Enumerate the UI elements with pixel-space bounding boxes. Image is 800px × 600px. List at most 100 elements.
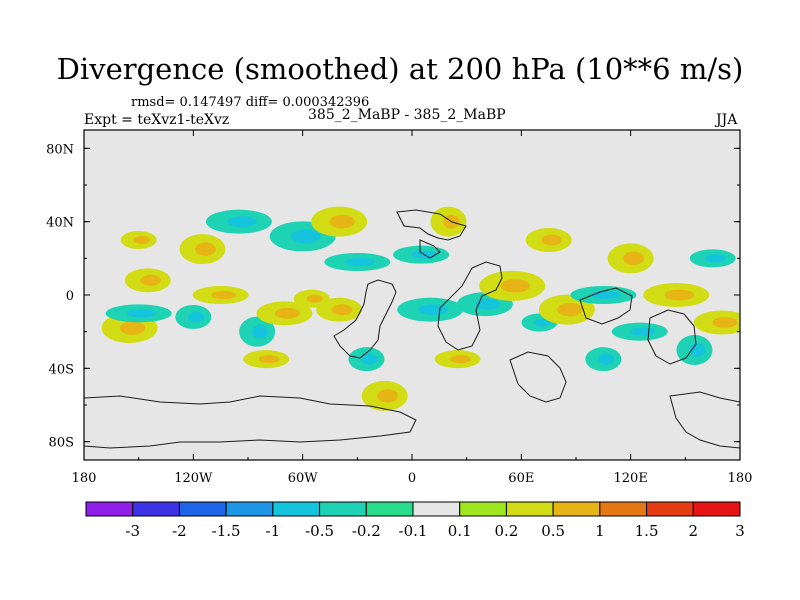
colorbar-label: -0.2 <box>352 522 381 540</box>
field-region-core <box>274 307 301 319</box>
colorbar-swatch <box>552 501 601 517</box>
field-region-core <box>557 302 583 317</box>
colorbar-swatch <box>132 501 180 517</box>
field-region <box>120 231 157 249</box>
field-region-core <box>598 353 615 365</box>
field-region-core <box>541 234 563 246</box>
stats-text: rmsd= 0.147497 diff= 0.000342396 <box>131 95 370 110</box>
coastline-antarctica-west <box>84 395 417 449</box>
colorbar-label: -1 <box>266 522 281 540</box>
field-region-core <box>140 274 162 286</box>
y-tick-label: 40N <box>46 216 74 231</box>
x-tick-label: 180 <box>72 471 97 486</box>
coastline-layer <box>84 209 740 449</box>
field-region <box>397 297 464 322</box>
field-region-core <box>591 290 622 300</box>
colorbar-swatch <box>412 501 461 517</box>
field-region <box>479 270 546 301</box>
x-tick-label: 60W <box>288 471 319 486</box>
axes-layer: 180 120W 60W 0 60E 120E 180 80N 40N 0 40S 80S <box>46 130 752 486</box>
coastline-indonesia <box>579 287 633 325</box>
coastline-south-america <box>333 279 397 359</box>
colorbar-label: 3 <box>735 522 745 540</box>
field-region <box>239 316 276 347</box>
field-region-core <box>664 289 695 301</box>
colorbar-swatch <box>272 501 321 517</box>
field-region <box>611 322 668 341</box>
field-region-core <box>195 242 216 256</box>
colorbar-label: -2 <box>172 522 187 540</box>
field-region <box>192 286 249 304</box>
field-region <box>311 206 368 237</box>
x-tick-label: 60E <box>508 471 534 486</box>
colorbar: -3 -2 -1.5 -1 -0.5 -0.2 -0.1 0.1 0.2 0.5 1 1.5 2 3 <box>85 501 745 540</box>
y-tick-label: 0 <box>66 289 74 304</box>
colorbar-label: 0.2 <box>494 522 518 540</box>
colorbar-label: -0.1 <box>399 522 428 540</box>
coastline-north-america <box>396 209 467 241</box>
field-region <box>430 206 467 237</box>
field-region <box>243 350 290 369</box>
field-region-core <box>377 389 399 403</box>
field-region-core <box>361 353 378 365</box>
field-region-core <box>119 321 146 335</box>
field-region-core <box>290 229 321 244</box>
field-region-core <box>450 355 471 364</box>
field-region <box>348 347 385 372</box>
field-region <box>643 283 710 307</box>
field-region-core <box>534 318 551 327</box>
colorbar-swatch <box>599 501 648 517</box>
colorbar-swatch <box>692 501 741 517</box>
field-region <box>105 304 172 323</box>
colorbar-swatch <box>178 501 227 517</box>
chart-title: Divergence (smoothed) at 200 hPa (10**6 … <box>56 52 744 86</box>
x-tick-label: 120W <box>174 471 213 486</box>
field-region-core <box>418 304 449 316</box>
experiment-label: Expt = teXvz1-teXvz <box>84 112 230 128</box>
field-region-core <box>306 294 323 303</box>
colorbar-label: 1.5 <box>635 522 659 540</box>
field-region <box>205 209 272 234</box>
x-tick-label: 120E <box>614 471 648 486</box>
field-region-core <box>252 324 269 339</box>
colorbar-label: 0.1 <box>448 522 472 540</box>
colorbar-swatch <box>365 501 414 517</box>
field-region-core <box>126 309 157 318</box>
coastline-africa <box>437 261 503 351</box>
field-region-core <box>329 214 355 229</box>
field-region <box>676 335 713 365</box>
field-region-core <box>630 327 656 336</box>
field-region <box>256 301 313 326</box>
field-region-core <box>689 343 706 357</box>
coastline-southern-asia <box>509 351 567 403</box>
colorbar-label: -1.5 <box>212 522 241 540</box>
coastline-antarctica-east <box>669 391 740 449</box>
field-region-core <box>623 251 645 266</box>
colorbar-label: 1 <box>595 522 605 540</box>
field-region-core <box>133 235 150 245</box>
field-region <box>693 310 740 335</box>
y-tick-label: 80N <box>46 142 74 157</box>
field-layer <box>101 206 740 411</box>
field-region <box>525 228 572 252</box>
field-region <box>585 347 622 372</box>
season-label: JJA <box>716 112 738 128</box>
field-region-core <box>331 304 353 316</box>
field-region <box>179 234 226 265</box>
colorbar-label: -0.5 <box>305 522 334 540</box>
field-region-core <box>712 317 738 328</box>
field-region <box>434 350 481 369</box>
field-region-core <box>475 298 501 310</box>
field-region-core <box>345 257 376 267</box>
field-region <box>175 305 212 329</box>
coastline-central-america <box>419 239 441 259</box>
field-region <box>689 249 736 268</box>
field-region-core <box>211 290 237 300</box>
colorbar-swatch <box>505 501 554 517</box>
coastline-australia <box>647 309 697 365</box>
colorbar-label: 2 <box>689 522 699 540</box>
plot-background <box>84 130 740 460</box>
field-region <box>607 243 654 274</box>
y-tick-label: 40S <box>49 362 74 377</box>
